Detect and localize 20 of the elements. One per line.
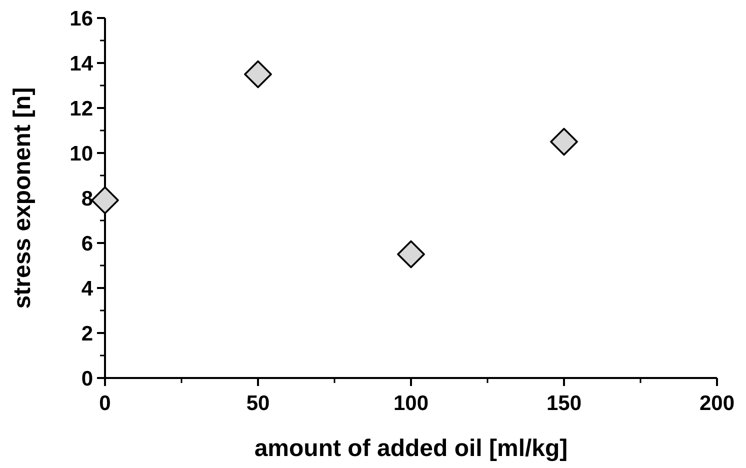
y-tick-label: 12 xyxy=(70,98,93,121)
x-tick-label: 50 xyxy=(246,392,270,415)
y-tick-label: 4 xyxy=(81,278,94,301)
point xyxy=(550,128,578,156)
y-tick-label: 10 xyxy=(70,142,93,166)
x-tick-label: 0 xyxy=(99,392,111,415)
point xyxy=(91,186,119,214)
y-tick-label: 0 xyxy=(81,368,93,391)
point xyxy=(397,240,425,268)
x-tick-label: 100 xyxy=(393,392,429,415)
y-tick-label: 8 xyxy=(81,188,94,211)
y-tick-label: 16 xyxy=(70,8,93,31)
y-tick-label: 14 xyxy=(70,52,94,76)
y-axis-title: stress exponent [n] xyxy=(9,87,36,309)
y-tick-label: 6 xyxy=(81,232,93,256)
x-axis-title: amount of added oil [ml/kg] xyxy=(254,435,568,462)
x-tick-label: 200 xyxy=(699,392,735,415)
x-tick-label: 150 xyxy=(546,392,582,415)
y-tick-label: 2 xyxy=(81,322,93,346)
point xyxy=(244,60,272,88)
